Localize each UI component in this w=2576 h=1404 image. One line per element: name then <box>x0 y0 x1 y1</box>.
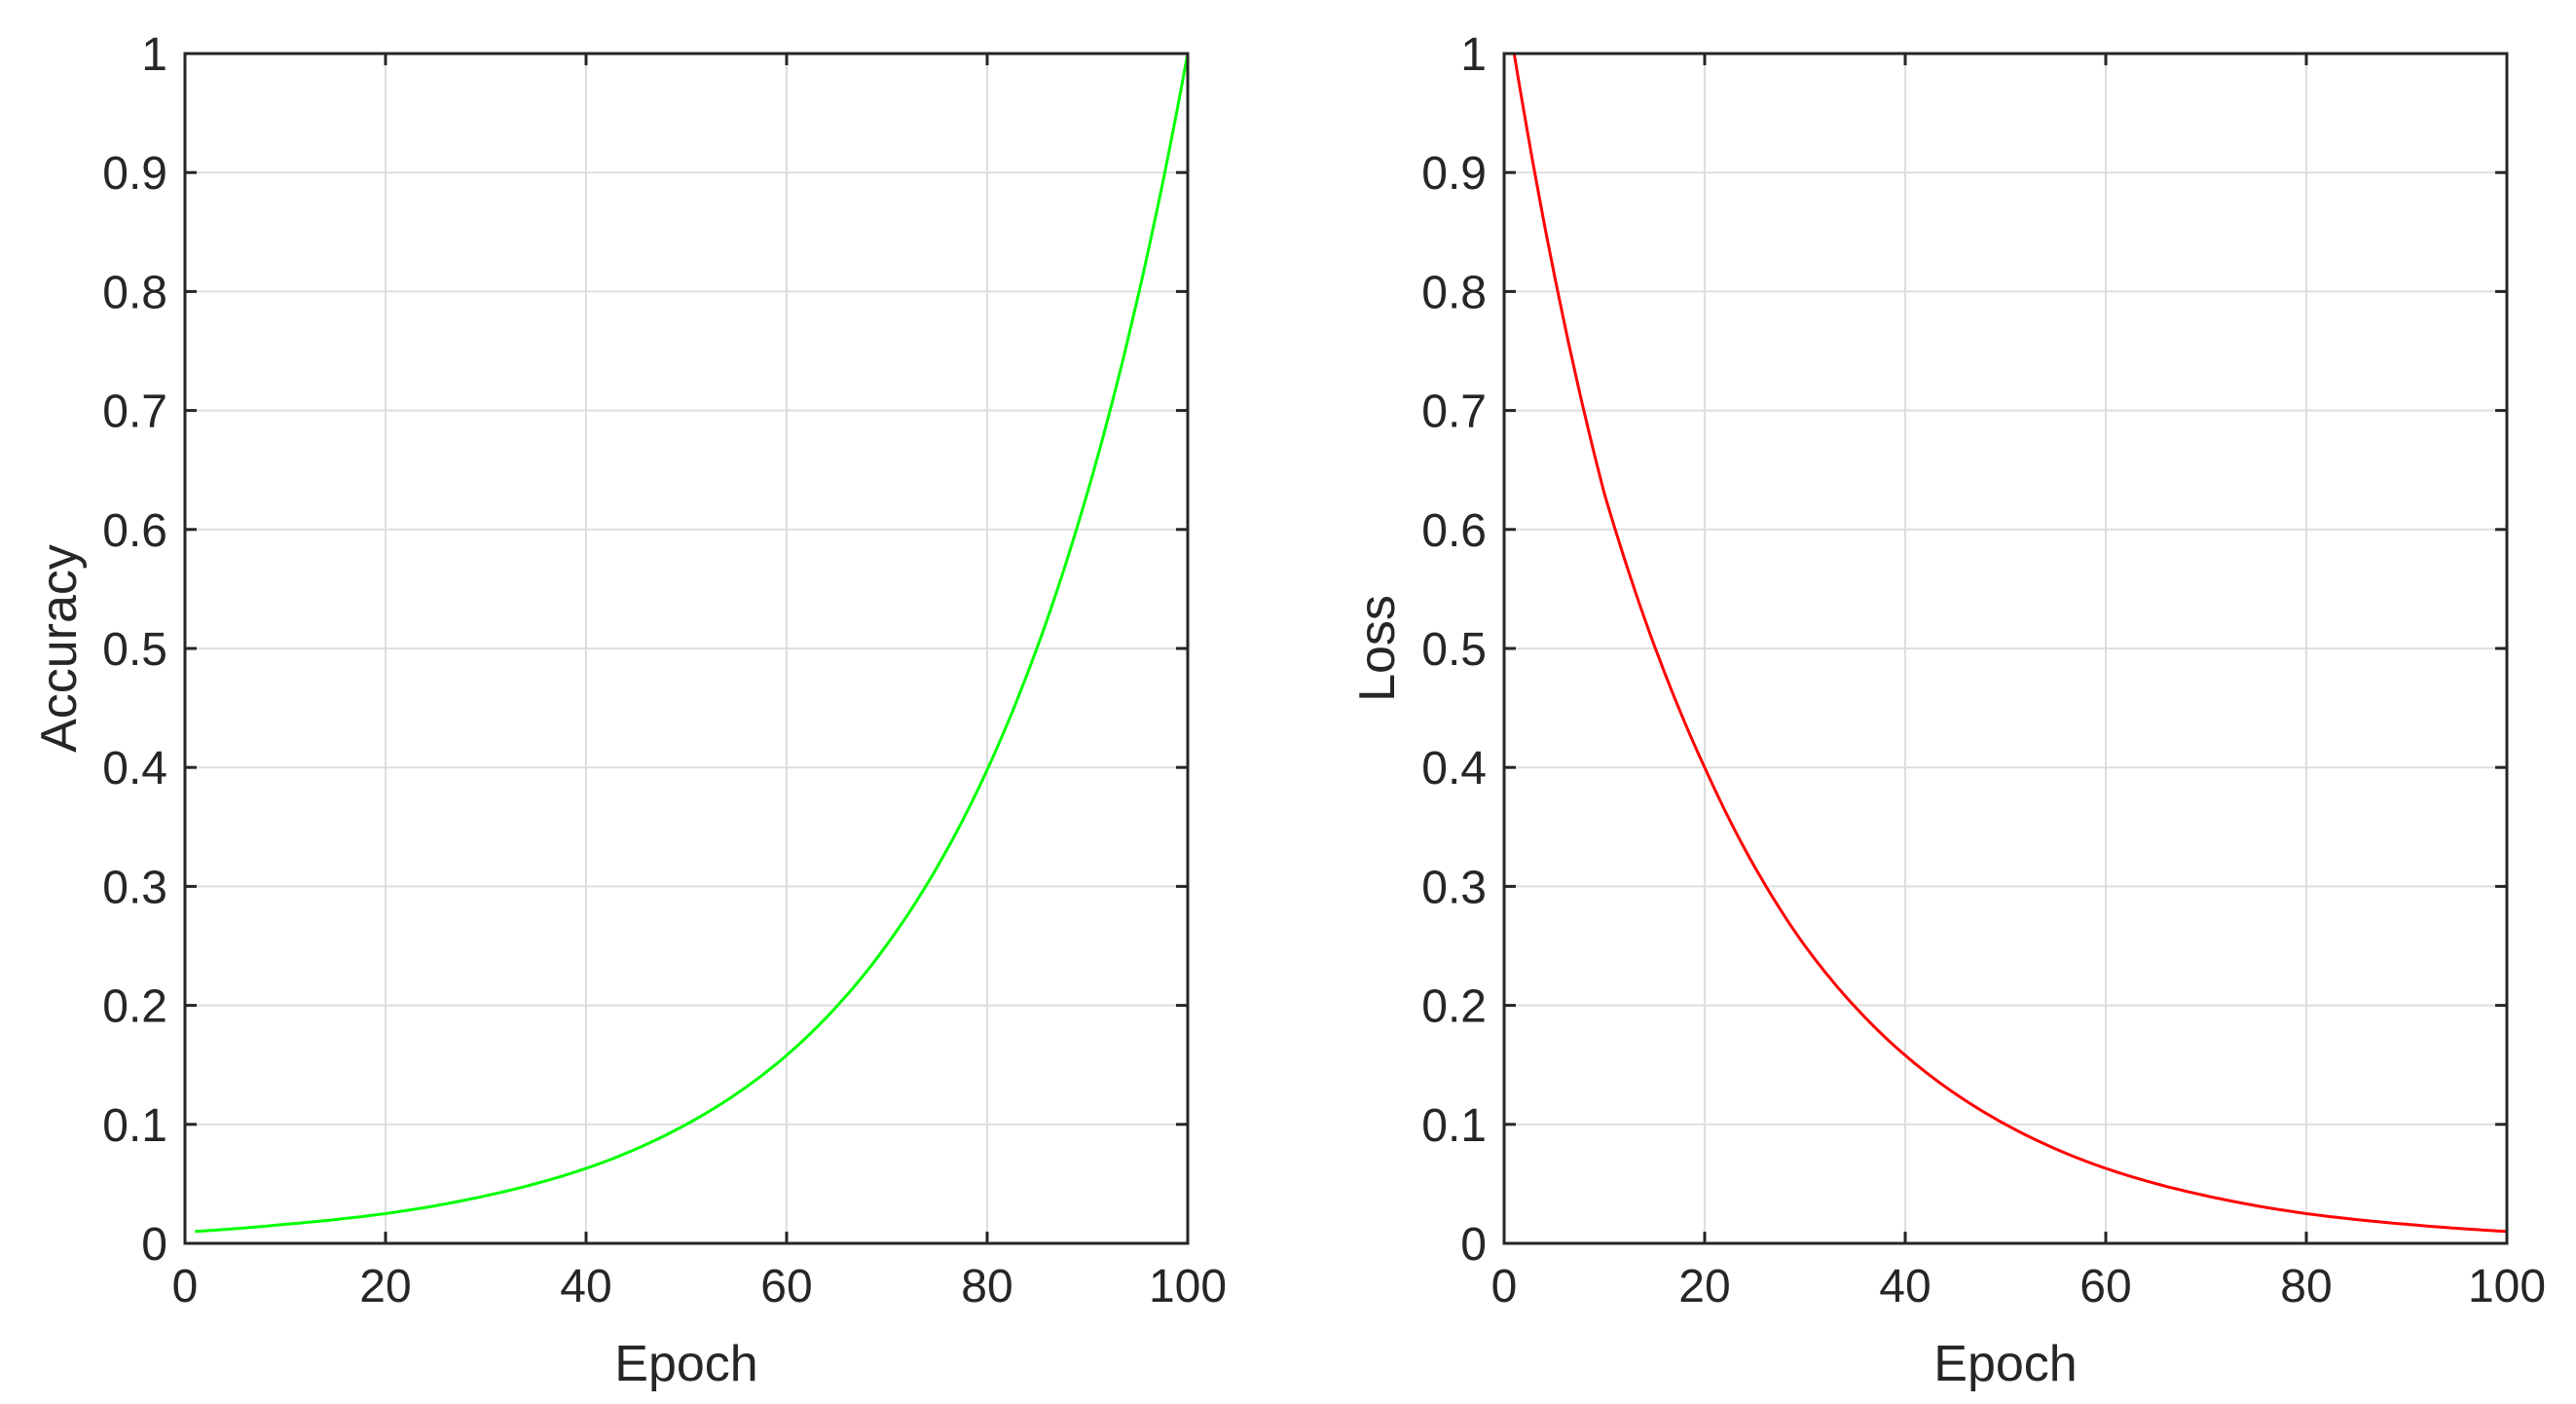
loss-ytick-label: 0.7 <box>1421 387 1487 438</box>
accuracy-grid-y <box>185 53 1188 1244</box>
accuracy-xtick-label: 20 <box>359 1261 411 1312</box>
accuracy-xtick-label: 40 <box>560 1261 611 1312</box>
accuracy-chart: 0 20 40 60 80 100 0 0.1 0.2 0.3 0.4 0.5 0.6 0.7 0.8 0.… <box>31 29 1227 1392</box>
accuracy-ytick-label: 1 <box>141 29 167 81</box>
loss-x-axis-label: Epoch <box>1933 1336 2077 1392</box>
accuracy-xtick-label: 60 <box>760 1261 812 1312</box>
loss-ytick-label: 0.9 <box>1421 148 1487 200</box>
loss-ytick-label: 0.6 <box>1421 505 1487 557</box>
loss-ytick-label: 0.5 <box>1421 624 1487 676</box>
loss-series-line <box>1512 53 2508 1234</box>
accuracy-xtick-label: 100 <box>1149 1261 1227 1312</box>
accuracy-y-axis-label: Accuracy <box>31 544 88 753</box>
accuracy-ytick-label: 0.1 <box>102 1100 167 1152</box>
loss-axes-box <box>1502 52 2509 1245</box>
accuracy-axes-box <box>183 52 1190 1245</box>
loss-chart: 0 20 40 60 80 100 0 0.1 0.2 0.3 0.4 0.5 0.6 0.7 0.8 0.… <box>1349 29 2546 1392</box>
accuracy-ytick-label: 0.4 <box>102 743 167 794</box>
loss-ytick-label: 0.8 <box>1421 267 1487 318</box>
accuracy-ytick-label: 0.2 <box>102 981 167 1033</box>
loss-xtick-label: 60 <box>2079 1261 2131 1312</box>
accuracy-xtick-labels: 0 20 40 60 80 100 <box>172 1261 1227 1312</box>
loss-xtick-label: 0 <box>1491 1261 1518 1312</box>
accuracy-ytick-label: 0.6 <box>102 505 167 557</box>
accuracy-ytick-label: 0.7 <box>102 387 167 438</box>
accuracy-xtick-label: 80 <box>961 1261 1012 1312</box>
accuracy-ytick-labels: 0 0.1 0.2 0.3 0.4 0.5 0.6 0.7 0.8 0.9 1 <box>102 29 167 1271</box>
accuracy-series-line <box>195 53 1190 1234</box>
accuracy-ytick-label: 0.3 <box>102 862 167 913</box>
loss-ytick-label: 0.2 <box>1421 981 1487 1033</box>
loss-xtick-label: 40 <box>1879 1261 1931 1312</box>
accuracy-ytick-label: 0 <box>141 1219 167 1271</box>
accuracy-ytick-label: 0.5 <box>102 624 167 676</box>
loss-xtick-label: 80 <box>2280 1261 2332 1312</box>
loss-ytick-labels: 0 0.1 0.2 0.3 0.4 0.5 0.6 0.7 0.8 0.9 1 <box>1421 29 1487 1271</box>
accuracy-series <box>195 53 1190 1234</box>
accuracy-x-axis-label: Epoch <box>614 1336 757 1392</box>
loss-xtick-label: 100 <box>2468 1261 2546 1312</box>
loss-series <box>1512 53 2508 1234</box>
loss-ytick-label: 0.4 <box>1421 743 1487 794</box>
loss-xtick-label: 20 <box>1678 1261 1730 1312</box>
loss-ytick-label: 1 <box>1460 29 1487 81</box>
loss-ytick-label: 0.3 <box>1421 862 1487 913</box>
accuracy-ytick-label: 0.9 <box>102 148 167 200</box>
loss-ytick-label: 0 <box>1460 1219 1487 1271</box>
loss-y-axis-label: Loss <box>1349 595 1406 702</box>
accuracy-xtick-label: 0 <box>172 1261 199 1312</box>
loss-ytick-label: 0.1 <box>1421 1100 1487 1152</box>
loss-xtick-labels: 0 20 40 60 80 100 <box>1491 1261 2546 1312</box>
accuracy-ytick-label: 0.8 <box>102 267 167 318</box>
